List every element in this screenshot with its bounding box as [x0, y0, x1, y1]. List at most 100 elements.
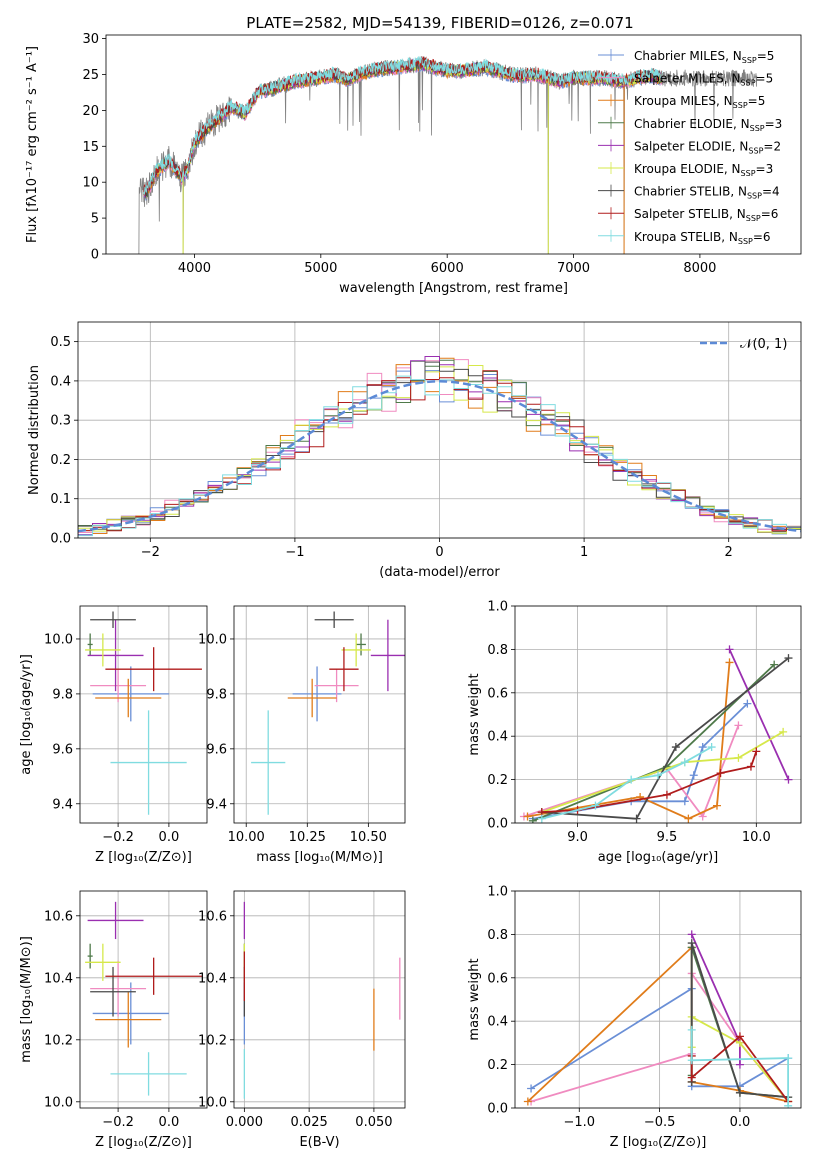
x-tick-label: 0.025 [291, 1115, 328, 1130]
weight-line [541, 751, 758, 813]
y-tick-label: 10.0 [198, 1095, 227, 1110]
axes-frame [514, 890, 802, 1109]
y-tick-label: 9.4 [52, 797, 73, 812]
spectrum-model-line [143, 56, 663, 195]
weight-marker [746, 762, 755, 771]
chart-mass_vs_ebv: 0.000 0.025 0.050 10.0 10.2 10.4 10.6 E(B-V) [198, 890, 406, 1150]
weight-marker [671, 743, 680, 752]
x-tick-label: 8000 [683, 261, 716, 276]
x-tick-label: 0.000 [226, 1115, 263, 1130]
y-tick-label: 9.4 [206, 797, 227, 812]
error-bar-point [314, 669, 359, 703]
weight-series [523, 943, 793, 1106]
x-tick-label: 2 [725, 545, 733, 560]
normal-curve [78, 380, 801, 533]
weight-marker [687, 1025, 696, 1034]
y-axis-label: mass weight [467, 958, 482, 1040]
error-bar-point [314, 611, 354, 628]
y-tick-label: 0.2 [50, 453, 71, 468]
x-axis-label: Z [log₁₀(Z/Z⊙)] [95, 850, 192, 865]
error-bar-point [87, 633, 93, 656]
error-bar-point [87, 901, 144, 940]
weight-marker [779, 727, 788, 736]
y-tick-label: 9.6 [206, 742, 227, 757]
y-tick-label: 0.5 [50, 335, 71, 350]
weight-marker [627, 775, 636, 784]
x-tick-label: 10.50 [350, 830, 387, 845]
legend-value: =3 [765, 117, 783, 131]
legend: Chabrier MILES, NSSP=5 Salpeter MILES, NS… [598, 49, 782, 246]
error-bar-point [370, 619, 405, 692]
weight-marker [680, 758, 689, 767]
error-bar-point [90, 669, 147, 703]
x-tick-label: 9.5 [657, 830, 678, 845]
error-bar-point [92, 982, 169, 1045]
error-bar-point [292, 666, 342, 722]
x-axis-label: Z [log₁₀(Z/Z⊙)] [95, 1135, 192, 1150]
error-bar-point [87, 943, 93, 969]
y-tick-label: 15 [82, 140, 99, 155]
x-axis-label: E(B-V) [299, 1135, 339, 1150]
weight-series [725, 645, 793, 784]
weight-marker [528, 816, 537, 823]
y-tick-label: 9.8 [206, 687, 227, 702]
y-tick-label: 10.4 [198, 971, 227, 986]
error-bar-point [356, 633, 366, 656]
legend-subscript: SSP [746, 214, 761, 223]
weight-series [528, 660, 779, 823]
chart-age_vs_mass: 10.00 10.25 10.50 9.4 9.6 9.8 10.0 mass [log₁₀(… [198, 605, 406, 865]
x-tick-label: 10.0 [742, 830, 771, 845]
x-tick-label: 5000 [304, 261, 337, 276]
y-axis-label: mass weight [467, 673, 482, 755]
legend-label: Chabrier MILES, NSSP=5 [634, 49, 774, 65]
axes-frame [233, 605, 406, 824]
weight-line [541, 657, 790, 820]
y-tick-label: 0 [91, 248, 99, 263]
x-axis-label: (data-model)/error [379, 565, 500, 580]
weight-marker [523, 812, 532, 821]
error-bar-point [85, 943, 121, 981]
legend: 𝒩(0, 1) [700, 337, 787, 352]
y-tick-label: 0.4 [50, 374, 71, 389]
legend-subscript: SSP [748, 146, 763, 155]
weight-marker [632, 814, 641, 823]
legend-label: Salpeter MILES, NSSP=5 [634, 72, 773, 88]
y-tick-label: 0.3 [50, 414, 71, 429]
weight-marker [527, 1084, 536, 1093]
weight-series [687, 1025, 793, 1108]
weight-marker [735, 1032, 744, 1041]
legend-subscript: SSP [747, 192, 762, 201]
y-tick-label: 10.0 [44, 632, 73, 647]
plot-area [78, 356, 801, 538]
weight-marker [784, 1101, 793, 1108]
weight-marker [537, 814, 546, 823]
plot-area [519, 645, 793, 823]
weight-marker [684, 814, 693, 823]
weight-line [690, 1035, 789, 1103]
y-tick-label: 25 [82, 68, 99, 83]
x-axis-label: mass [log₁₀(M/M⊙)] [256, 850, 383, 865]
y-tick-label: 0.4 [487, 1015, 508, 1030]
spectrum-data-line [138, 56, 758, 254]
error-bar-point [329, 647, 359, 692]
y-tick-label: 0.6 [487, 971, 508, 986]
error-bar-point [85, 633, 121, 667]
y-tick-label: 0.6 [487, 686, 508, 701]
plot-area [85, 611, 202, 815]
chart-weight_vs_Z: −1.0 −0.5 0.0 0.0 0.2 0.4 0.6 0.8 1.0 Z [log₁₀(Z/… [467, 885, 802, 1150]
chart-age_vs_Z: −0.2 0.0 9.4 9.6 9.8 10.0 Z [log₁₀(Z/Z⊙)] age [… [19, 605, 208, 865]
y-tick-label: 10.6 [44, 909, 73, 924]
weight-marker [712, 801, 721, 810]
weight-marker [662, 790, 671, 799]
axes-frame [233, 890, 406, 1109]
error-bar-point [110, 710, 187, 815]
weight-marker [689, 771, 698, 780]
y-tick-label: 0.8 [487, 643, 508, 658]
weight-marker [680, 797, 689, 806]
error-bar-point [110, 1052, 187, 1096]
axes-frame [514, 605, 802, 824]
legend-subscript: SSP [738, 237, 753, 246]
y-tick-label: 5 [91, 212, 99, 227]
y-tick-label: 0.2 [487, 1058, 508, 1073]
plot-area [85, 901, 202, 1096]
